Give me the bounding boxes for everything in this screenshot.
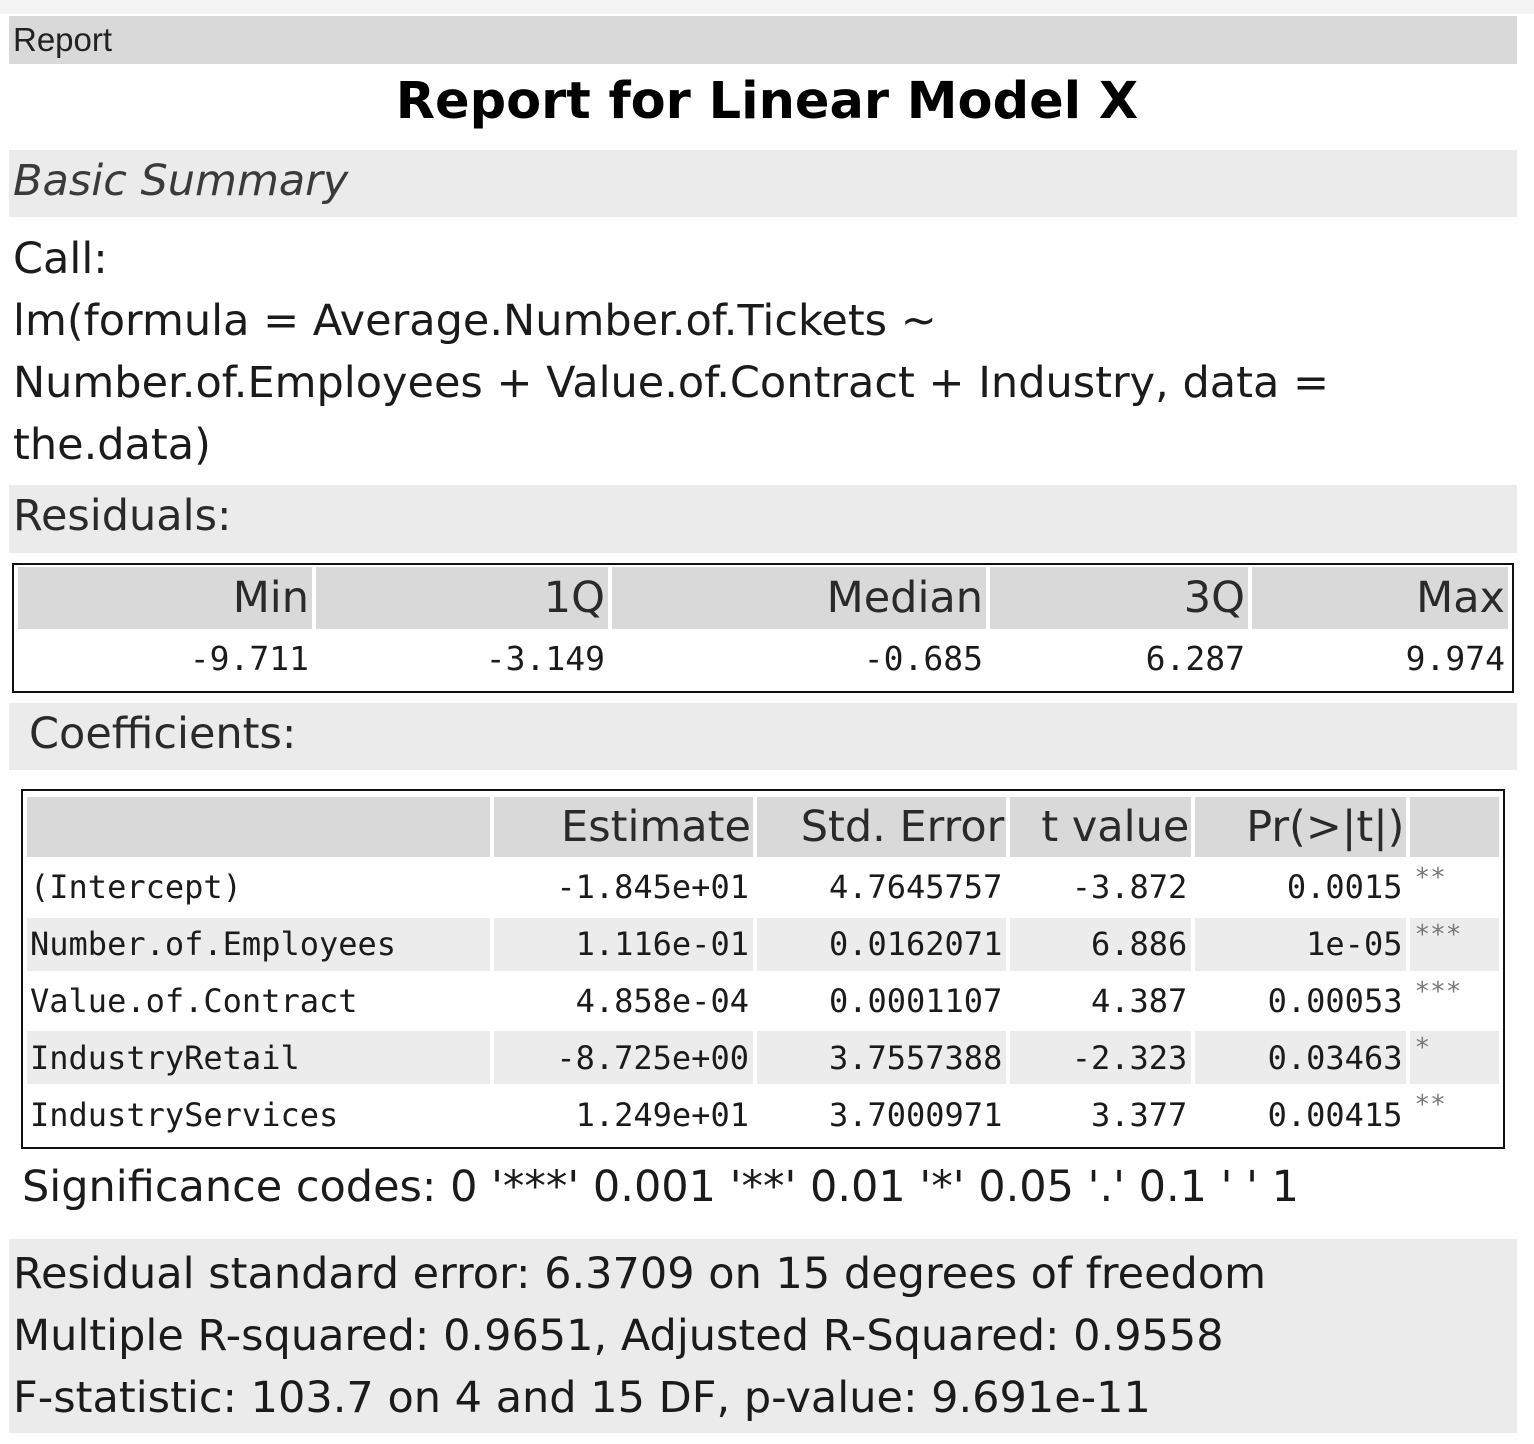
coef-p-value: 1e-05 xyxy=(1195,917,1407,971)
call-line: lm(formula = Average.Number.of.Tickets ~ xyxy=(13,296,937,346)
table-row: IndustryServices 1.249e+01 3.7000971 3.3… xyxy=(27,1088,1499,1141)
coef-estimate: -8.725e+00 xyxy=(493,1031,753,1085)
column-header xyxy=(27,797,490,858)
coef-signif: * xyxy=(1410,1031,1499,1085)
coef-estimate: 4.858e-04 xyxy=(575,981,749,1020)
table-row: (Intercept) -1.845e+01 4.7645757 -3.872 … xyxy=(27,861,1499,914)
column-header: Std. Error xyxy=(756,797,1007,858)
residuals-table: Min 1Q Median 3Q Max -9.711 -3.149 -0.68… xyxy=(12,563,1514,693)
coef-std-error: 3.7557388 xyxy=(756,1031,1007,1085)
coef-name: IndustryServices xyxy=(30,1095,339,1134)
page-title: Report for Linear Model X xyxy=(395,72,1139,131)
tab-report[interactable]: Report xyxy=(13,21,113,58)
call-block: Call: lm(formula = Average.Number.of.Tic… xyxy=(13,228,1513,476)
table-row: Number.of.Employees 1.116e-01 0.0162071 … xyxy=(27,917,1499,971)
coef-p-value: 0.00053 xyxy=(1267,981,1403,1020)
coef-estimate: 1.249e+01 xyxy=(575,1095,749,1134)
table-row: Value.of.Contract 4.858e-04 0.0001107 4.… xyxy=(27,975,1499,1028)
column-header: 3Q xyxy=(990,567,1248,629)
column-header: Min xyxy=(18,567,312,629)
column-header: Max xyxy=(1252,567,1508,629)
table-cell: -3.149 xyxy=(485,639,605,679)
residuals-header-row: Min 1Q Median 3Q Max xyxy=(18,567,1508,629)
table-row: IndustryRetail -8.725e+00 3.7557388 -2.3… xyxy=(27,1031,1499,1085)
coef-std-error: 0.0001107 xyxy=(828,981,1003,1020)
coef-std-error: 0.0162071 xyxy=(756,917,1007,971)
residuals-label: Residuals: xyxy=(13,491,232,541)
coef-signif: ** xyxy=(1414,863,1446,894)
coef-std-error: 3.7000971 xyxy=(828,1095,1003,1134)
coef-p-value: 0.00415 xyxy=(1267,1095,1403,1134)
table-cell: -9.711 xyxy=(189,639,309,679)
table-cell: 9.974 xyxy=(1405,639,1505,679)
coef-name: Value.of.Contract xyxy=(30,981,358,1020)
coef-signif: *** xyxy=(1410,917,1499,971)
call-line: Number.of.Employees + Value.of.Contract … xyxy=(13,358,1330,408)
basic-summary-label: Basic Summary xyxy=(13,156,349,206)
coef-estimate: -1.845e+01 xyxy=(556,868,749,907)
column-header: Median xyxy=(612,567,986,629)
coef-estimate: 1.116e-01 xyxy=(493,917,753,971)
coef-name: Number.of.Employees xyxy=(27,917,490,971)
coef-signif: ** xyxy=(1414,1090,1446,1121)
residual-standard-error: Residual standard error: 6.3709 on 15 de… xyxy=(13,1249,1267,1299)
coef-t-value: -2.323 xyxy=(1010,1031,1192,1085)
coef-p-value: 0.0015 xyxy=(1286,868,1403,907)
column-header: Estimate xyxy=(493,797,753,858)
r-squared: Multiple R-squared: 0.9651, Adjusted R-S… xyxy=(13,1311,1224,1361)
column-header xyxy=(1410,797,1499,858)
call-line: the.data) xyxy=(13,420,211,470)
coef-std-error: 4.7645757 xyxy=(828,868,1003,907)
column-header: 1Q xyxy=(316,567,608,629)
table-cell: -0.685 xyxy=(863,639,983,679)
column-header: Pr(>|t|) xyxy=(1195,797,1407,858)
coef-t-value: 6.886 xyxy=(1010,917,1192,971)
basic-summary-header: Basic Summary xyxy=(9,150,1517,217)
coef-name: (Intercept) xyxy=(30,868,242,907)
coefficients-header: Coefficients: xyxy=(9,703,1517,770)
residuals-value-row: -9.711 -3.149 -0.685 6.287 9.974 xyxy=(18,629,1508,690)
coef-signif: *** xyxy=(1414,976,1462,1007)
coef-t-value: -3.872 xyxy=(1071,868,1188,907)
model-stats: Residual standard error: 6.3709 on 15 de… xyxy=(9,1239,1517,1433)
top-strip xyxy=(0,0,1534,14)
column-header: t value xyxy=(1010,797,1192,858)
significance-codes: Significance codes: 0 '***' 0.001 '**' 0… xyxy=(22,1162,1300,1212)
coef-t-value: 3.377 xyxy=(1090,1095,1188,1134)
coef-p-value: 0.03463 xyxy=(1195,1031,1407,1085)
coef-t-value: 4.387 xyxy=(1090,981,1188,1020)
coefficients-label: Coefficients: xyxy=(29,709,297,759)
residuals-header: Residuals: xyxy=(9,485,1517,553)
coef-name: IndustryRetail xyxy=(27,1031,490,1085)
coefficients-table: Estimate Std. Error t value Pr(>|t|) (In… xyxy=(21,789,1505,1149)
table-cell: 6.287 xyxy=(1145,639,1245,679)
f-statistic: F-statistic: 103.7 on 4 and 15 DF, p-val… xyxy=(13,1373,1151,1423)
report-tab-bar: Report xyxy=(9,16,1517,64)
coefficients-header-row: Estimate Std. Error t value Pr(>|t|) xyxy=(27,797,1499,858)
call-label: Call: xyxy=(13,234,108,284)
